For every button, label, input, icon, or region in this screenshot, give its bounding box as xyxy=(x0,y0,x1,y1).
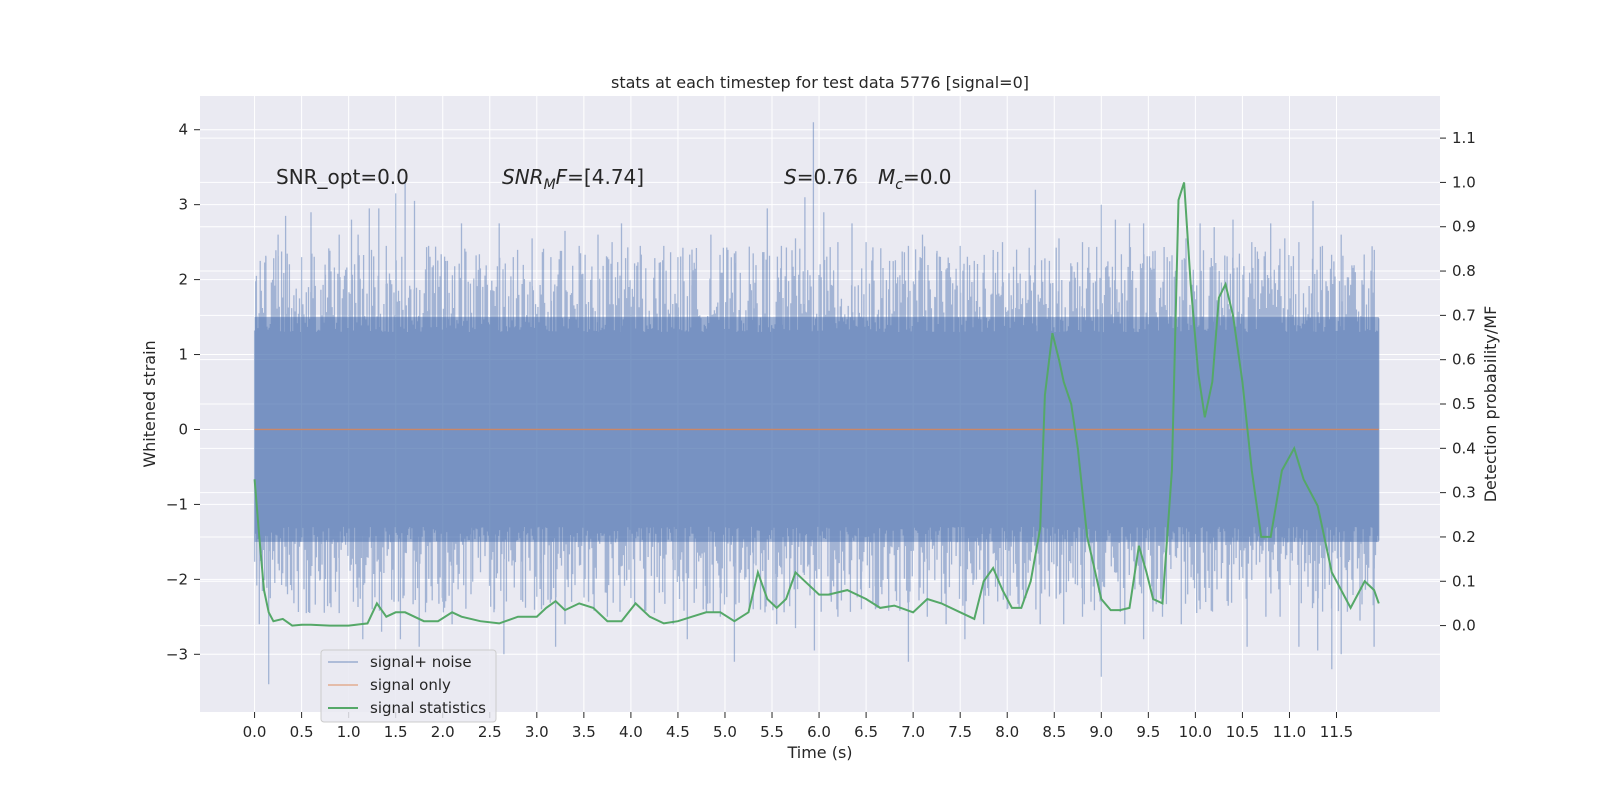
x-tick-label: 3.5 xyxy=(572,723,596,741)
x-tick-label: 6.5 xyxy=(854,723,878,741)
right-y-tick-label: 0.8 xyxy=(1452,262,1476,280)
x-tick-label: 4.0 xyxy=(619,723,643,741)
x-tick-label: 5.0 xyxy=(713,723,737,741)
annotation-s: S=0.76 xyxy=(784,165,858,189)
x-tick-label: 9.0 xyxy=(1089,723,1113,741)
right-y-tick-label: 0.5 xyxy=(1452,395,1476,413)
right-y-tick-label: 0.9 xyxy=(1452,218,1476,236)
y-tick-label: −2 xyxy=(166,570,188,588)
x-tick-label: 7.5 xyxy=(948,723,972,741)
annotation-mc: Mc=0.0 xyxy=(878,165,952,193)
annotation-snr-mf: SNRMF=[4.74] xyxy=(502,165,644,193)
x-tick-label: 2.5 xyxy=(478,723,502,741)
x-tick-label: 3.0 xyxy=(525,723,549,741)
x-tick-label: 5.5 xyxy=(760,723,784,741)
y-tick-label: −1 xyxy=(166,495,188,513)
y-axis-label: Whitened strain xyxy=(140,340,159,467)
x-tick-label: 1.5 xyxy=(384,723,408,741)
legend-box xyxy=(320,649,497,723)
y-tick-label: 0 xyxy=(178,420,188,438)
legend-label-signal-statistics: signal statistics xyxy=(370,699,486,717)
signal-statistics-line xyxy=(253,182,1380,627)
x-tick-label: 0.5 xyxy=(290,723,314,741)
x-tick-label: 11.5 xyxy=(1320,723,1353,741)
right-y-tick-label: 0.0 xyxy=(1452,617,1476,635)
noise-trace xyxy=(253,122,1380,685)
x-tick-label: 8.0 xyxy=(995,723,1019,741)
x-tick-label: 4.5 xyxy=(666,723,690,741)
right-y-tick-label: 0.4 xyxy=(1452,439,1476,457)
right-y-tick-label: 0.7 xyxy=(1452,306,1476,324)
legend: signal+ noise signal only signal statist… xyxy=(320,649,497,723)
right-y-tick-label: 1.0 xyxy=(1452,173,1476,191)
x-axis-label: Time (s) xyxy=(786,743,852,762)
legend-label-signal-only: signal only xyxy=(370,676,451,694)
right-y-axis-label: Detection probability/MF xyxy=(1481,306,1500,503)
right-y-tick-label: 0.1 xyxy=(1452,572,1476,590)
y-tick-label: 2 xyxy=(178,271,188,289)
legend-label-signal-noise: signal+ noise xyxy=(370,653,472,671)
x-axis-ticks: 0.0 0.5 1.0 1.5 2.0 2.5 3.0 3.5 4.0 4.5 5.0 5.5 6.0 6… xyxy=(243,712,1353,741)
y-tick-label: 4 xyxy=(178,121,188,139)
x-tick-label: 1.0 xyxy=(337,723,361,741)
right-y-tick-label: 0.2 xyxy=(1452,528,1476,546)
right-y-tick-label: 1.1 xyxy=(1452,129,1476,147)
x-tick-label: 10.0 xyxy=(1179,723,1212,741)
y-axis-ticks: 4 3 2 1 0 −1 −2 −3 xyxy=(166,121,200,663)
right-y-tick-label: 0.6 xyxy=(1452,351,1476,369)
x-tick-label: 2.0 xyxy=(431,723,455,741)
y-tick-label: 1 xyxy=(178,346,188,364)
x-tick-label: 6.0 xyxy=(807,723,831,741)
x-tick-label: 10.5 xyxy=(1226,723,1259,741)
x-tick-label: 8.5 xyxy=(1042,723,1066,741)
right-y-tick-label: 0.3 xyxy=(1452,484,1476,502)
y-tick-label: 3 xyxy=(178,196,188,214)
annotation-snr-opt: SNR_opt=0.0 xyxy=(276,165,409,189)
right-y-axis-ticks: 1.1 1.0 0.9 0.8 0.7 0.6 0.5 0.4 0.3 0.2 0.1 0.0 xyxy=(1440,129,1476,635)
chart-title: stats at each timestep for test data 577… xyxy=(611,73,1029,92)
x-tick-label: 9.5 xyxy=(1136,723,1160,741)
x-tick-label: 7.0 xyxy=(901,723,925,741)
y-tick-label: −3 xyxy=(166,645,188,663)
x-tick-label: 11.0 xyxy=(1273,723,1306,741)
x-tick-label: 0.0 xyxy=(243,723,267,741)
